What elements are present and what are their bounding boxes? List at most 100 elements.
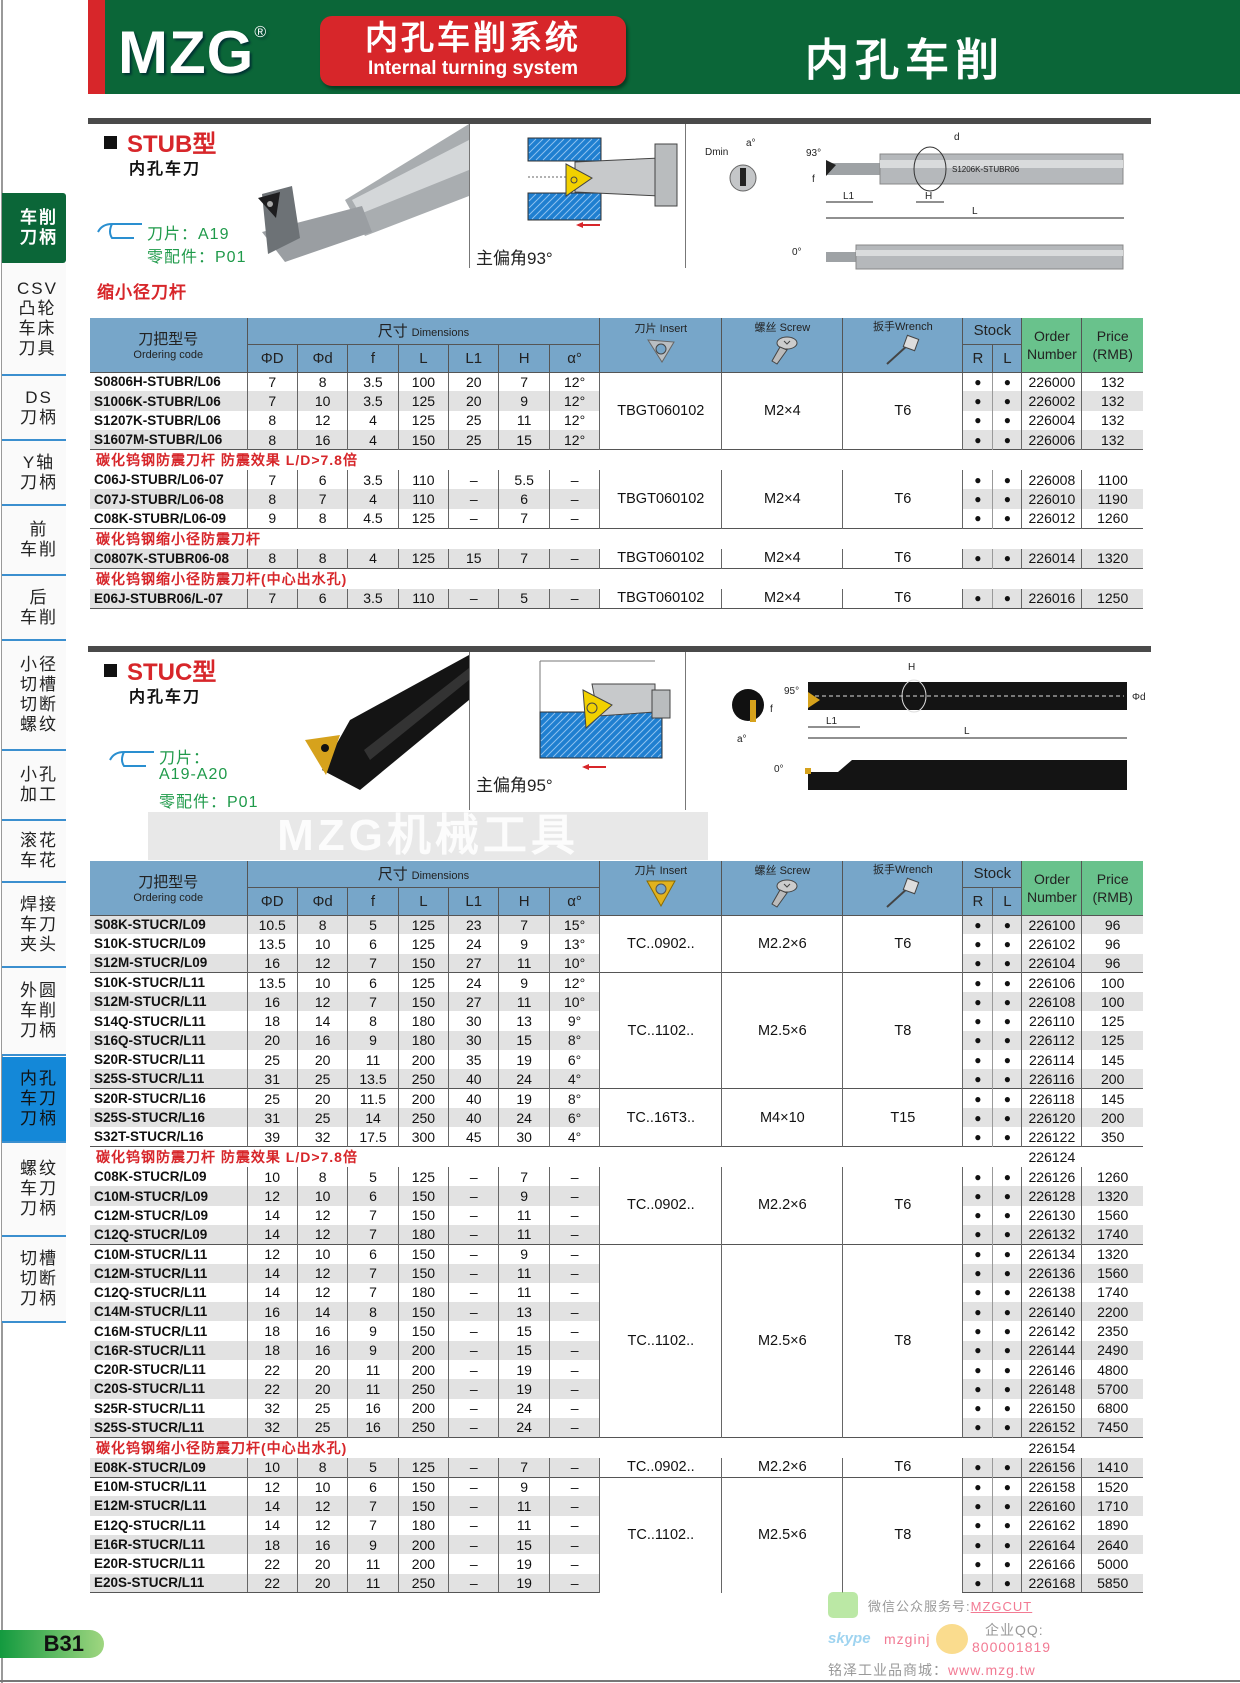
wrench-model: T15 (842, 1088, 963, 1147)
table-row[interactable]: S12M-STUCR/L11 16 12 7 150 27 11 10° ● ● 226108 100 (90, 992, 1143, 1012)
table-row[interactable]: S16Q-STUCR/L11 20 16 9 180 30 15 8° ● ● 226112 125 (90, 1030, 1143, 1051)
stuc-insert-value: A19-A20 (159, 766, 229, 783)
dim-H: 9 (498, 972, 550, 993)
table-row[interactable]: C07J-STUBR/L06-08 8 7 4 110–6– ● ● 226010 1190 (90, 489, 1143, 509)
ordering-code: C10M-STUCR/L11 (90, 1243, 248, 1264)
col-header-insert: 刀片 Insert (599, 861, 722, 916)
table-row[interactable]: E12M-STUCR/L11 14 12 7 150–11– ● ● 226160 1710 (90, 1496, 1143, 1516)
table-row[interactable]: C10M-STUCR/L09 12 10 6 150–9– ● ● 226128 1320 (90, 1186, 1143, 1206)
sidebar-tab[interactable]: 内孔 车刀 刀柄 (2, 1057, 66, 1143)
table-row[interactable]: E16R-STUCR/L11 18 16 9 200–15– ● ● 226164 2640 (90, 1534, 1143, 1555)
sidebar-tab[interactable]: 螺纹 车刀 刀柄 (2, 1143, 66, 1237)
table-row[interactable]: C0807K-STUBR06-08 8 8 4 125 15 7– TBGT060102 M2×… (90, 548, 1143, 569)
dim-L: 150 (397, 1476, 449, 1497)
table-row[interactable]: S14Q-STUCR/L11 18 14 8 180 30 13 9° ● ● 226110 125 (90, 1011, 1143, 1031)
skype-id[interactable]: mzginj (884, 1631, 931, 1647)
dim-L: 150 (397, 430, 449, 450)
table-row[interactable]: C20S-STUCR/L11 22 20 11 250–19– ● ● 226148 5700 (90, 1379, 1143, 1399)
price: 125 (1081, 1011, 1143, 1031)
stub-section-diagram (527, 137, 678, 228)
svg-text:d: d (954, 132, 960, 143)
table-row[interactable]: S25S-STUCR/L11 31 25 13.5 250 40 24 4° ● ● 226116 2… (90, 1069, 1143, 1089)
table-row[interactable]: E20S-STUCR/L11 22 20 11 250–19– ● ● 226168 5850 (90, 1573, 1143, 1594)
category-label: 碳化钨钢防震刀杆 防震效果 L/D>7.8倍 (90, 449, 1022, 471)
table-row[interactable]: S10K-STUCR/L11 13.5 10 6 125 24 9 12° TC..1102..… (90, 972, 1143, 1089)
stock-r: ● (962, 992, 993, 1012)
image-divider (685, 124, 686, 268)
stock-r: ● (962, 1340, 993, 1361)
stock-r: ● (962, 1398, 993, 1418)
table-row[interactable]: S25R-STUCR/L11 32 25 16 200–24– ● ● 226150 6800 (90, 1398, 1143, 1418)
dim-alpha: – (548, 1302, 600, 1322)
table-row[interactable]: C08K-STUCR/L09 10 8 5 125–7– TC..0902.. M2.2×6… (90, 1167, 1143, 1245)
table-row[interactable]: S08K-STUCR/L09 10.5 8 5 125 23 7 15° TC..0902.. M… (90, 914, 1143, 973)
table-row[interactable]: C06J-STUBR/L06-07 7 6 3.5 110–5.5– TBGT060102… (90, 470, 1143, 529)
price: 96 (1081, 914, 1143, 935)
table-row[interactable]: C14M-STUCR/L11 16 14 8 150–13– ● ● 226140 2200 (90, 1302, 1143, 1322)
footer-line (0, 1680, 1240, 1682)
table-row[interactable]: E10M-STUCR/L11 12 10 6 150–9– TC..1102.. M2.5×… (90, 1476, 1143, 1593)
table-row[interactable]: E12Q-STUCR/L11 14 12 7 180–11– ● ● 226162 1890 (90, 1515, 1143, 1535)
stock-r: ● (962, 1476, 993, 1497)
svg-text:H: H (908, 662, 915, 673)
table-row[interactable]: S1006K-STUBR/L06 7 10 3.5 125 20 9 12° ● ● 226002 1… (90, 391, 1143, 411)
dim-L1: – (448, 508, 499, 529)
wechat-id-link[interactable]: MZGCUT (970, 1599, 1033, 1614)
table-row[interactable]: C20R-STUCR/L11 22 20 11 200–19– ● ● 226146 4800 (90, 1360, 1143, 1380)
dim-L: 150 (397, 1205, 449, 1225)
ordering-code: C12M-STUCR/L09 (94, 1207, 209, 1223)
table-row[interactable]: C08K-STUBR/L06-09 9 8 4.5 125–7– ● ● 226012 1260 (90, 508, 1143, 529)
dim-L: 200 (397, 1088, 449, 1108)
sidebar-tab[interactable]: CSV 凸轮 车床 刀具 (2, 263, 66, 376)
stock-l: ● (992, 1554, 1022, 1574)
table-row[interactable]: C12Q-STUCR/L11 14 12 7 180–11– ● ● 226138 1740 (90, 1282, 1143, 1303)
table-row[interactable]: C16R-STUCR/L11 18 16 9 200–15– ● ● 226144 2490 (90, 1340, 1143, 1361)
stock-r: ● (962, 1107, 993, 1128)
table-row[interactable]: S0806H-STUBR/L06 7 8 3.5 100 20 7 12° TBGT060102… (90, 371, 1143, 450)
sidebar-tab[interactable]: 滚花 车花 (2, 821, 66, 883)
sidebar-tab[interactable]: 车削 刀柄 (2, 193, 66, 263)
table-row[interactable]: S20R-STUCR/L16 25 20 11.5 200 40 19 8° TC..16T3.… (90, 1088, 1143, 1147)
table-row[interactable]: S32T-STUCR/L16 39 32 17.5 300 45 30 4° ● ● 226122 3… (90, 1127, 1143, 1147)
sidebar-tab[interactable]: 小孔 加工 (2, 751, 66, 821)
table-row[interactable]: C12M-STUCR/L11 14 12 7 150–11– ● ● 226136 1560 (90, 1263, 1143, 1283)
wechat-label: 微信公众服务号: (868, 1599, 971, 1614)
sidebar-tab[interactable]: 切槽 切断 刀柄 (2, 1237, 66, 1323)
system-title-en: Internal turning system (367, 58, 579, 79)
insert-header: 刀片 Insert (634, 864, 688, 877)
dim-d: 10 (296, 1476, 348, 1497)
sidebar-tab[interactable]: Y轴 刀柄 (2, 441, 66, 506)
sidebar-tab[interactable]: 焊接 车刀 夹头 (2, 883, 66, 968)
dim-alpha: – (548, 1554, 600, 1574)
sidebar-tab[interactable]: DS 刀柄 (2, 376, 66, 441)
col-header-dimensions: 尺寸 Dimensions (246, 318, 600, 345)
table-row[interactable]: C16M-STUCR/L11 18 16 9 150–15– ● ● 226142 2350 (90, 1321, 1143, 1341)
ordering-code: S25R-STUCR/L11 (94, 1400, 206, 1416)
dim-alpha: – (548, 1340, 600, 1361)
dim-f: 9 (347, 1340, 399, 1361)
wrench-model: T6 (842, 470, 963, 529)
table-row[interactable]: S12M-STUCR/L09 16 12 7 150 27 11 10° ● ● 226104 96 (90, 953, 1143, 973)
category-order-number: 226154 (1021, 1436, 1082, 1458)
table-row[interactable]: S1207K-STUBR/L06 8 12 4 125 25 11 12° ● ● 226004 13… (90, 410, 1143, 431)
sidebar-tab[interactable]: 外圆 车削 刀柄 (2, 968, 66, 1056)
sidebar-tab[interactable]: 小径 切槽 切断 螺纹 (2, 641, 66, 751)
sidebar-tab[interactable]: 后 车削 (2, 576, 66, 641)
table-row[interactable]: S1607M-STUBR/L06 8 16 4 150 25 15 12° ● ● 226006 13… (90, 430, 1143, 450)
order-number: 226006 (1021, 430, 1082, 450)
table-row[interactable]: E20R-STUCR/L11 22 20 11 200–19– ● ● 226166 5000 (90, 1554, 1143, 1574)
table-row[interactable]: C12M-STUCR/L09 14 12 7 150–11– ● ● 226130 1560 (90, 1205, 1143, 1225)
table-row[interactable]: C10M-STUCR/L11 12 10 6 150–9– TC..1102.. M2.5×… (90, 1243, 1143, 1438)
qq-number: 800001819 (972, 1639, 1052, 1655)
dim-f: 8 (347, 1302, 399, 1322)
table-row[interactable]: S25S-STUCR/L11 32 25 16 250–24– ● ● 226152 7450 (90, 1417, 1143, 1438)
shop-url-link[interactable]: www.mzg.tw (948, 1662, 1036, 1678)
sidebar-tab[interactable]: 前 车削 (2, 506, 66, 576)
table-row[interactable]: C12Q-STUCR/L09 14 12 7 180–11– ● ● 226132 1740 (90, 1224, 1143, 1245)
price: 4800 (1081, 1360, 1143, 1380)
table-row[interactable]: S20R-STUCR/L11 25 20 11 200 35 19 6° ● ● 226114 145 (90, 1050, 1143, 1070)
table-row[interactable]: E06J-STUBR06/L-07 7 6 3.5 110–5– TBGT060102 M2… (90, 588, 1143, 609)
table-row[interactable]: E08K-STUCR/L09 10 8 5 125–7– TC..0902.. M2.2×6… (90, 1457, 1143, 1478)
table-row[interactable]: S10K-STUCR/L09 13.5 10 6 125 24 9 13° ● ● 226102 96 (90, 934, 1143, 954)
table-row[interactable]: S25S-STUCR/L16 31 25 14 250 40 24 6° ● ● 226120 200 (90, 1107, 1143, 1128)
